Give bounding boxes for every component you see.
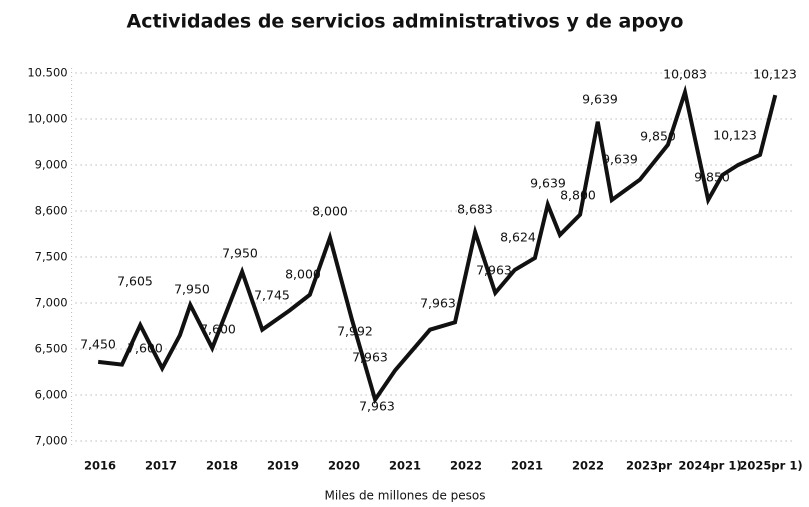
y-tick-label: 10.500 bbox=[27, 66, 67, 80]
data-label: 7,963 bbox=[352, 350, 388, 365]
y-tick-label: 6,500 bbox=[35, 342, 68, 356]
data-label: 10,123 bbox=[713, 128, 757, 143]
x-axis-label: Miles de millones de pesos bbox=[324, 489, 485, 503]
data-label: 10,083 bbox=[663, 67, 707, 82]
x-tick-label: 2021 bbox=[389, 459, 421, 473]
data-label: 7,600 bbox=[200, 322, 236, 337]
y-tick-label: 7,500 bbox=[35, 250, 68, 264]
data-label: 9,639 bbox=[582, 92, 618, 107]
line-series bbox=[97, 84, 778, 405]
x-tick-label: 2025pr 1) bbox=[739, 459, 802, 473]
y-tick-label: 9,000 bbox=[35, 158, 68, 172]
y-tick-label: 6,000 bbox=[35, 388, 68, 402]
data-label: 9,850 bbox=[694, 170, 730, 185]
y-tick-label: 8,600 bbox=[35, 204, 68, 218]
data-label: 8,800 bbox=[560, 188, 596, 203]
data-label: 10,123 bbox=[753, 67, 797, 82]
chart-title: Actividades de servicios administrativos… bbox=[127, 11, 684, 33]
x-tick-label: 2022 bbox=[572, 459, 604, 473]
x-tick-label: 2020 bbox=[328, 459, 360, 473]
x-tick-label: 2017 bbox=[145, 459, 177, 473]
data-label: 8,000 bbox=[285, 267, 321, 282]
x-tick-label: 2019 bbox=[267, 459, 299, 473]
y-tick-label: 7,000 bbox=[35, 296, 68, 310]
data-label: 9,639 bbox=[530, 176, 566, 191]
data-label: 7,963 bbox=[359, 399, 395, 414]
data-label: 7,600 bbox=[127, 341, 163, 356]
data-label: 7,450 bbox=[80, 337, 116, 352]
x-tick-label: 2024pr 1) bbox=[678, 459, 741, 473]
data-label: 8,000 bbox=[312, 204, 348, 219]
data-label: 9,850 bbox=[640, 129, 676, 144]
data-label: 7,950 bbox=[174, 282, 210, 297]
data-label: 7,605 bbox=[117, 274, 153, 289]
x-tick-label: 2018 bbox=[206, 459, 238, 473]
x-tick-label: 2016 bbox=[84, 459, 116, 473]
x-tick-label: 2021 bbox=[511, 459, 543, 473]
data-label: 8,683 bbox=[457, 202, 493, 217]
data-label: 7,950 bbox=[222, 246, 258, 261]
x-tick-label: 2023pr bbox=[626, 459, 672, 473]
data-label: 7,745 bbox=[254, 288, 290, 303]
x-tick-label: 2022 bbox=[450, 459, 482, 473]
data-label: 7,992 bbox=[337, 324, 373, 339]
data-label: 8,624 bbox=[500, 230, 536, 245]
data-label: 7,963 bbox=[420, 296, 456, 311]
data-label: 9,639 bbox=[602, 152, 638, 167]
y-tick-label: 7,000 bbox=[35, 434, 68, 448]
y-tick-label: 10,000 bbox=[27, 112, 67, 126]
data-label: 7,963 bbox=[476, 263, 512, 278]
